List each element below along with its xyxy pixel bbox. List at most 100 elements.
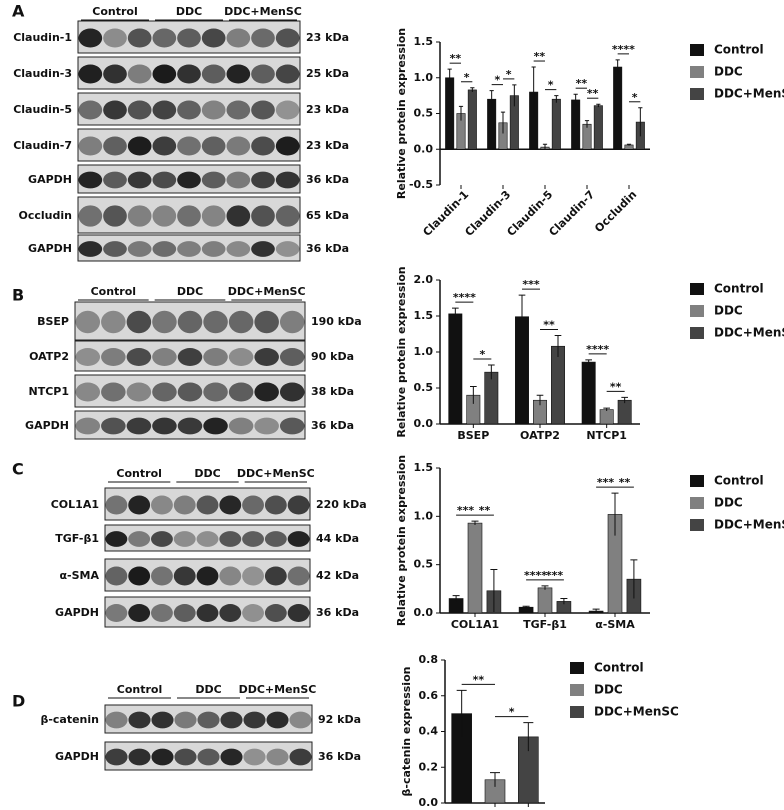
blot-band — [196, 604, 219, 622]
blot-band — [127, 28, 152, 48]
blot-band — [126, 417, 152, 435]
y-tick-label: 0.2 — [419, 760, 439, 773]
blot-band — [226, 64, 251, 84]
blot-band — [128, 531, 151, 547]
size-label: 36 kDa — [316, 606, 359, 619]
bar — [551, 98, 561, 150]
blot-band — [78, 28, 103, 48]
blot-band — [201, 64, 226, 84]
y-tick-label: 1.5 — [414, 461, 434, 474]
error-bar — [554, 334, 562, 358]
blot-band — [128, 711, 151, 729]
blot-band — [228, 417, 254, 435]
size-label: 220 kDa — [316, 498, 367, 511]
size-label: 42 kDa — [316, 569, 359, 582]
protein-label: Claudin-7 — [13, 139, 72, 152]
blot-band — [78, 100, 103, 120]
protein-label: GAPDH — [28, 173, 72, 186]
protein-label: Claudin-5 — [13, 103, 72, 116]
panel-letter: B — [12, 286, 24, 305]
blot-band — [177, 241, 201, 257]
blot-band — [152, 348, 177, 366]
group-label: DDC+MenSC — [239, 683, 317, 696]
blot-band — [242, 566, 264, 586]
blot-band — [243, 711, 266, 729]
blot-band — [177, 348, 203, 366]
error-bar — [621, 396, 628, 404]
blot-band — [226, 100, 251, 120]
blot-band — [203, 348, 228, 366]
group-label: DDC — [177, 285, 203, 298]
legend-swatch — [690, 327, 704, 339]
protein-label: OATP2 — [29, 350, 69, 363]
blot-band — [226, 205, 251, 227]
bar — [599, 409, 614, 425]
blot-band — [275, 205, 300, 227]
legend-swatch — [690, 66, 704, 78]
y-tick-label: 2.0 — [414, 273, 434, 286]
x-tick-label: Claudin-7 — [546, 188, 597, 239]
blot-band — [177, 136, 201, 156]
blot-band — [275, 171, 300, 189]
blot-band — [127, 171, 152, 189]
error-bar — [626, 143, 632, 146]
blot-band — [264, 531, 287, 547]
blot-band — [197, 748, 220, 766]
error-bar — [470, 386, 477, 404]
blot-band — [127, 136, 152, 156]
legend-label: DDC — [714, 304, 743, 318]
bar — [537, 587, 553, 614]
blot-band — [251, 171, 275, 189]
group-label: Control — [91, 285, 136, 298]
blot-band — [128, 495, 151, 515]
sig-label: ** — [450, 52, 462, 65]
blot-band — [152, 310, 177, 334]
size-label: 190 kDa — [311, 315, 362, 328]
sig-label: * — [494, 74, 500, 87]
sig-label: *** — [546, 569, 564, 582]
protein-label: BSEP — [37, 315, 69, 328]
legend-label: Control — [714, 282, 764, 296]
error-bar — [603, 407, 610, 412]
bar — [484, 371, 499, 425]
blot-band — [101, 417, 126, 435]
y-tick-label: 0.5 — [414, 107, 434, 120]
blot-band — [197, 711, 220, 729]
blot-band — [152, 28, 177, 48]
error-bar — [584, 120, 590, 128]
bar — [445, 77, 455, 150]
error-bar — [531, 66, 536, 118]
blot-band — [128, 566, 151, 586]
blot-band — [254, 348, 279, 366]
blot-band — [264, 566, 287, 586]
blot-band — [173, 531, 196, 547]
blot-band — [126, 310, 152, 334]
error-bar — [452, 595, 460, 602]
size-label: 36 kDa — [318, 750, 361, 763]
blot-band — [105, 748, 128, 766]
sig-label: * — [632, 91, 638, 104]
error-bar — [585, 359, 592, 365]
blot-band — [128, 748, 151, 766]
sig-label: * — [479, 348, 485, 361]
legend-label: DDC+MenSC — [594, 705, 679, 719]
bar — [613, 66, 623, 150]
y-axis-label: Relative protein expression — [395, 266, 408, 437]
panel-letter: C — [12, 460, 24, 479]
blot-band — [105, 604, 128, 622]
blot-band — [254, 310, 279, 334]
blot-band — [103, 100, 127, 120]
blot-band — [177, 310, 203, 334]
blot-band — [254, 382, 279, 402]
blot-band — [287, 604, 310, 622]
protein-label: GAPDH — [25, 419, 69, 432]
bar — [581, 361, 596, 425]
error-bar — [489, 90, 494, 108]
blot-band — [101, 310, 126, 334]
protein-label: TGF-β1 — [55, 532, 99, 545]
legend-swatch — [570, 684, 584, 696]
blot-band — [151, 566, 173, 586]
error-bar — [470, 87, 475, 93]
legend-label: DDC+MenSC — [714, 87, 784, 101]
blot-band — [103, 28, 127, 48]
